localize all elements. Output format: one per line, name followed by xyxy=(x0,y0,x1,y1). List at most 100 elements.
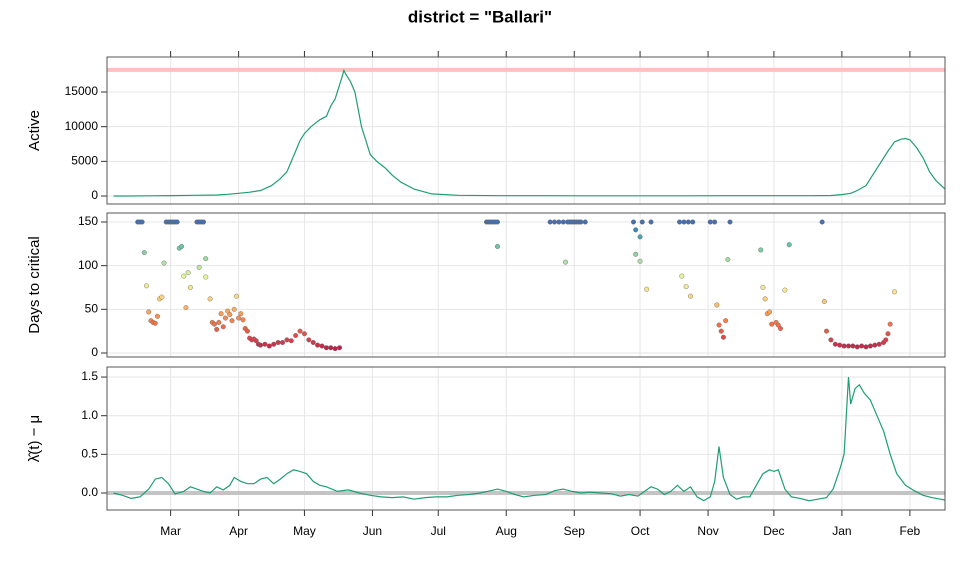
y-tick-label: 50 xyxy=(85,301,99,315)
scatter-point xyxy=(828,337,834,343)
scatter-point xyxy=(845,343,851,349)
scatter-point xyxy=(262,341,268,347)
y-tick-label: 1.0 xyxy=(81,408,98,422)
scatter-point xyxy=(222,315,228,321)
scatter-point xyxy=(767,309,773,315)
scatter-point xyxy=(203,274,209,280)
scatter-point xyxy=(547,219,553,225)
y-tick-label: 10000 xyxy=(65,119,99,133)
scatter-point xyxy=(769,321,775,327)
scatter-point xyxy=(832,341,838,347)
scatter-point xyxy=(159,294,165,300)
scatter-point xyxy=(859,343,865,349)
scatter-point xyxy=(236,315,242,321)
scatter-point xyxy=(648,219,654,225)
scatter-point xyxy=(762,296,768,302)
y-tick-label: 15000 xyxy=(65,84,99,98)
scatter-point xyxy=(758,247,764,253)
scatter-point xyxy=(494,219,500,225)
scatter-point xyxy=(266,343,272,349)
scatter-point xyxy=(152,320,158,326)
scatter-point xyxy=(720,334,726,340)
scatter-point xyxy=(887,321,893,327)
scatter-point xyxy=(582,219,588,225)
scatter-point xyxy=(293,333,299,339)
scatter-point xyxy=(707,219,713,225)
scatter-point xyxy=(244,328,250,334)
scatter-point xyxy=(332,346,338,352)
scatter-point xyxy=(637,234,643,240)
scatter-point xyxy=(240,317,246,323)
x-tick-label: Jun xyxy=(363,524,382,538)
scatter-point xyxy=(227,312,233,318)
scatter-point xyxy=(174,219,180,225)
scatter-point xyxy=(146,309,152,315)
scatter-point xyxy=(337,345,343,351)
scatter-point xyxy=(633,251,639,257)
scatter-point xyxy=(284,337,290,343)
scatter-point xyxy=(872,342,878,348)
series-line xyxy=(113,376,946,502)
scatter-point xyxy=(824,328,830,334)
scatter-point xyxy=(154,313,160,319)
x-tick-label: Apr xyxy=(229,524,248,538)
scatter-point xyxy=(279,340,285,346)
y-axis-label: λ̂(t) − μ xyxy=(26,415,43,462)
scatter-point xyxy=(560,219,566,225)
scatter-point xyxy=(883,337,889,343)
scatter-point xyxy=(319,343,325,349)
x-tick-label: Jan xyxy=(832,524,851,538)
y-tick-label: 0.5 xyxy=(81,447,98,461)
scatter-point xyxy=(143,283,149,289)
scatter-point xyxy=(220,324,226,330)
scatter-point xyxy=(141,250,147,256)
scatter-point xyxy=(238,311,244,317)
scatter-point xyxy=(683,284,689,290)
scatter-point xyxy=(201,219,207,225)
scatter-point xyxy=(690,219,696,225)
scatter-point xyxy=(837,342,843,348)
y-tick-label: 0 xyxy=(91,188,98,202)
y-tick-label: 150 xyxy=(78,214,98,228)
scatter-point xyxy=(630,219,636,225)
scatter-point xyxy=(841,343,847,349)
scatter-point xyxy=(301,331,307,337)
scatter-point xyxy=(727,219,733,225)
scatter-point xyxy=(179,243,185,249)
scatter-point xyxy=(288,338,294,344)
scatter-point xyxy=(310,340,316,346)
y-tick-label: 0.0 xyxy=(81,485,98,499)
scatter-point xyxy=(216,319,222,325)
scatter-point xyxy=(677,219,683,225)
scatter-point xyxy=(552,219,558,225)
scatter-point xyxy=(633,227,639,233)
scatter-point xyxy=(850,343,856,349)
scatter-point xyxy=(297,328,303,334)
x-tick-label: Feb xyxy=(900,524,921,538)
scatter-point xyxy=(306,337,312,343)
scatter-point xyxy=(328,345,334,351)
scatter-point xyxy=(562,259,568,265)
x-tick-label: Nov xyxy=(697,524,718,538)
scatter-point xyxy=(685,219,691,225)
scatter-point xyxy=(233,293,239,299)
scatter-point xyxy=(556,219,562,225)
scatter-point xyxy=(712,219,718,225)
scatter-point xyxy=(821,298,827,304)
y-tick-label: 0 xyxy=(91,345,98,359)
scatter-point xyxy=(876,341,882,347)
scatter-point xyxy=(218,311,224,317)
scatter-point xyxy=(718,328,724,334)
y-tick-label: 100 xyxy=(78,258,98,272)
scatter-point xyxy=(867,343,873,349)
series-line xyxy=(113,68,946,197)
scatter-point xyxy=(688,293,694,299)
scatter-point xyxy=(760,284,766,290)
scatter-point xyxy=(211,321,217,327)
x-tick-label: May xyxy=(293,524,316,538)
scatter-point xyxy=(863,344,869,350)
scatter-point xyxy=(231,306,237,312)
scatter-point xyxy=(716,322,722,328)
panel-frame xyxy=(106,56,946,205)
